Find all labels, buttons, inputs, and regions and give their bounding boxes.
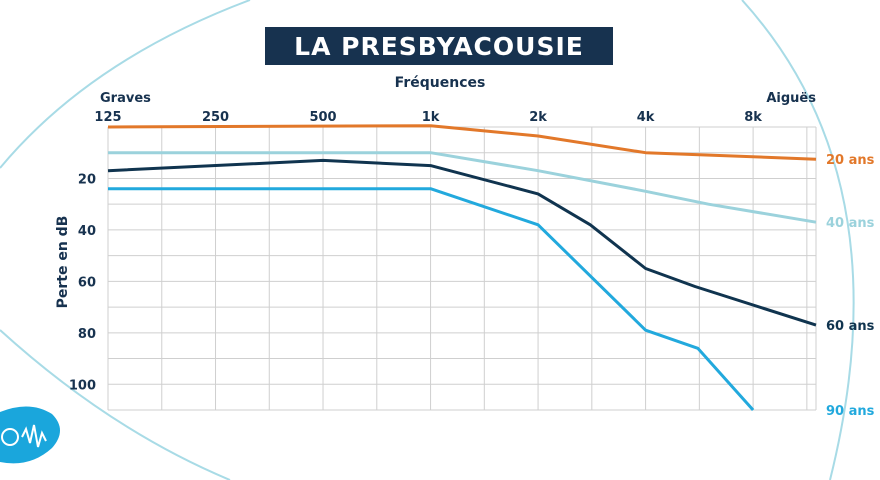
decorative-arc-bottom [0,329,231,480]
x-axis-right-label: Aiguës [766,91,816,106]
x-axis-left-label: Graves [100,91,151,106]
x-tick-label: 8k [744,110,762,125]
x-tick-label: 2k [529,110,547,125]
y-tick-label: 20 [78,172,96,187]
y-tick-label: 100 [69,378,96,393]
y-tick-label: 40 [78,224,96,239]
y-tick-label: 80 [78,327,96,342]
x-tick-label: 125 [94,110,121,125]
tick-labels: 125 250 500 1k 2k 4k 8k 20 40 60 80 100 [69,110,762,393]
page-title: LA PRESBYACOUSIE [265,27,613,65]
ear-soundwave-logo-icon [0,406,60,464]
x-axis-label: Fréquences [395,75,486,91]
x-tick-label: 250 [202,110,229,125]
y-axis-label: Perte en dB [55,216,71,309]
series-label: 20 ans [826,153,875,168]
decorative-arc-right [741,0,855,480]
series-label: 90 ans [826,404,875,419]
series-label: 60 ans [826,319,875,334]
x-tick-label: 1k [422,110,440,125]
series-lines [107,124,817,412]
grid [107,126,817,411]
decorative-arc-left [0,0,251,169]
series-line [107,158,817,327]
x-tick-label: 500 [309,110,336,125]
y-tick-label: 60 [78,275,96,290]
series-line [108,187,755,412]
series-label: 40 ans [826,216,875,231]
x-tick-label: 4k [637,110,655,125]
series-line [108,151,817,224]
series-labels: 20 ans 40 ans 60 ans 90 ans [826,153,875,419]
series-line [107,124,817,161]
